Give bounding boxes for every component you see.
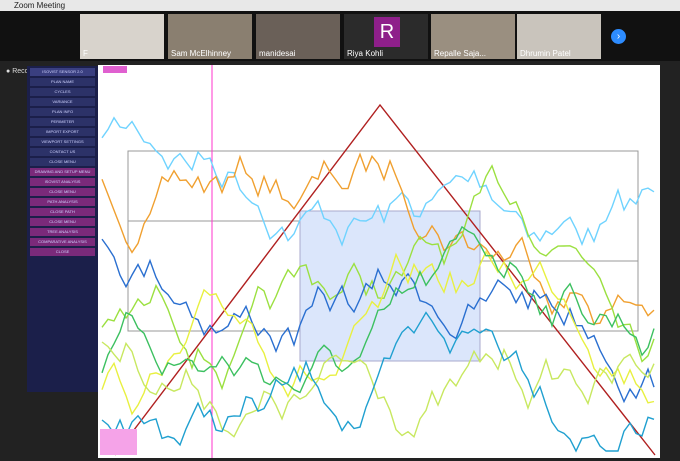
- trace: [101, 164, 655, 391]
- panel-item[interactable]: PERIMETER: [30, 118, 95, 126]
- shared-screen: [0, 61, 680, 461]
- panel-item[interactable]: CYCLES: [30, 88, 95, 96]
- participant-tile[interactable]: R Riya Kohli: [344, 14, 428, 59]
- trace: [101, 225, 655, 394]
- panel-item[interactable]: CLOSE MENU: [30, 218, 95, 226]
- control-panel: ISOVIST SENSOR 2.0 PLAN NAME CYCLES VARIAN…: [27, 66, 98, 392]
- participant-tile[interactable]: Repalle Saja...: [431, 14, 515, 59]
- panel-item[interactable]: DRAWING AND SETUP MENU: [30, 168, 95, 176]
- trace: [101, 311, 655, 453]
- participant-name: Dhrumin Patel: [520, 49, 571, 58]
- participant-name: Repalle Saja...: [434, 49, 487, 58]
- participant-name: Riya Kohli: [347, 49, 384, 58]
- participant-name: Sam McElhinney: [171, 49, 232, 58]
- panel-item[interactable]: IMPORT EXPORT: [30, 128, 95, 136]
- participant-tile[interactable]: F: [80, 14, 164, 59]
- next-page-button[interactable]: ›: [611, 29, 626, 44]
- trace: [101, 116, 655, 247]
- panel-item[interactable]: VIEWPORT SETTINGS: [30, 138, 95, 146]
- panel-item[interactable]: CLOSE PATH: [30, 208, 95, 216]
- trace: [101, 250, 655, 416]
- panel-item[interactable]: CLOSE MENU: [30, 188, 95, 196]
- panel-item[interactable]: CLOSE: [30, 248, 95, 256]
- window-title: Zoom Meeting: [14, 1, 66, 10]
- analysis-lines: [101, 103, 656, 456]
- participant-strip: F Sam McElhinney manidesai R Riya Kohli Repal…: [0, 11, 680, 61]
- trace: [101, 152, 655, 325]
- panel-item[interactable]: CLOSE MENU: [30, 158, 95, 166]
- participant-name: F: [83, 49, 88, 58]
- panel-item[interactable]: ISOVIST ANALYSIS: [30, 178, 95, 186]
- title-bar: Zoom Meeting: [0, 0, 680, 11]
- panel-item[interactable]: CONTACT US: [30, 148, 95, 156]
- participant-tile[interactable]: Sam McElhinney: [168, 14, 252, 59]
- panel-item[interactable]: TREE ANALYSIS: [30, 228, 95, 236]
- tag: [103, 66, 127, 73]
- avatar: R: [374, 17, 400, 47]
- panel-item[interactable]: VARIANCE: [30, 98, 95, 106]
- participant-tile[interactable]: manidesai: [256, 14, 340, 59]
- participant-tile[interactable]: Dhrumin Patel: [517, 14, 601, 59]
- panel-item[interactable]: PLAN INFO: [30, 108, 95, 116]
- panel-item[interactable]: COMPARATIVE ANALYSIS: [30, 238, 95, 246]
- participant-name: manidesai: [259, 49, 296, 58]
- panel-item[interactable]: PLAN NAME: [30, 78, 95, 86]
- legend-box: [100, 429, 137, 455]
- panel-title: ISOVIST SENSOR 2.0: [30, 68, 95, 76]
- trace: [101, 341, 655, 439]
- panel-item[interactable]: PATH ANALYSIS: [30, 198, 95, 206]
